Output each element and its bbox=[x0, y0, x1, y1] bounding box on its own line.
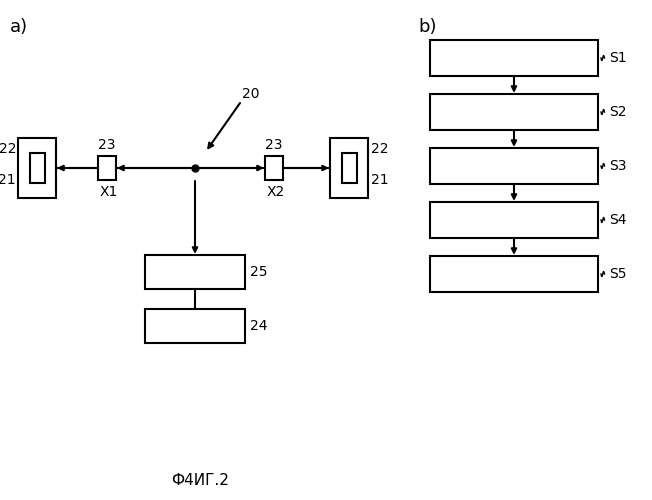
Text: 24: 24 bbox=[250, 319, 267, 333]
Text: a): a) bbox=[10, 18, 28, 36]
Text: 22: 22 bbox=[371, 142, 389, 156]
Text: S3: S3 bbox=[609, 159, 627, 173]
Bar bbox=[430, 202, 598, 238]
Bar bbox=[430, 148, 598, 184]
Text: X2: X2 bbox=[267, 185, 286, 199]
Text: Ф4ИГ.2: Ф4ИГ.2 bbox=[171, 473, 229, 488]
Bar bbox=[18, 138, 56, 198]
Text: S1: S1 bbox=[609, 51, 627, 65]
Text: 21: 21 bbox=[0, 173, 16, 187]
Text: 23: 23 bbox=[265, 138, 283, 152]
Text: S4: S4 bbox=[609, 213, 627, 227]
Bar bbox=[29, 153, 44, 183]
Bar bbox=[342, 153, 357, 183]
Text: 23: 23 bbox=[98, 138, 116, 152]
Bar bbox=[145, 255, 245, 289]
Text: b): b) bbox=[418, 18, 436, 36]
Bar bbox=[430, 256, 598, 292]
Bar bbox=[430, 40, 598, 76]
Bar bbox=[330, 138, 368, 198]
Text: 20: 20 bbox=[242, 87, 259, 101]
Text: 22: 22 bbox=[0, 142, 16, 156]
Text: S5: S5 bbox=[609, 267, 627, 281]
Bar bbox=[98, 156, 116, 180]
Bar bbox=[265, 156, 283, 180]
Text: S2: S2 bbox=[609, 105, 627, 119]
Bar bbox=[430, 94, 598, 130]
Bar bbox=[145, 309, 245, 343]
Text: X1: X1 bbox=[100, 185, 119, 199]
Text: 21: 21 bbox=[371, 173, 389, 187]
Text: 25: 25 bbox=[250, 265, 267, 279]
